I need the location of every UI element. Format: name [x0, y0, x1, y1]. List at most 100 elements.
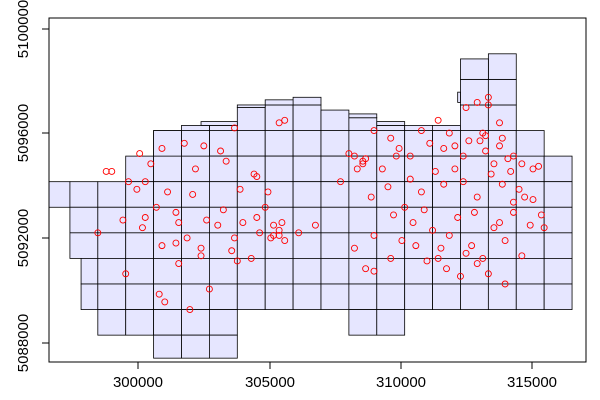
data-point — [457, 272, 464, 280]
grid-cell — [404, 155, 433, 183]
data-point — [387, 254, 395, 262]
data-point — [236, 185, 244, 193]
data-point — [459, 178, 467, 186]
data-point — [426, 139, 434, 147]
y-tick-label-2: 5096000 — [15, 104, 32, 162]
data-point — [473, 98, 481, 106]
grid-cell — [264, 206, 294, 234]
data-point — [445, 129, 453, 137]
data-point — [484, 101, 492, 109]
x-tick-label-1: 305000 — [245, 374, 295, 391]
data-point — [412, 242, 420, 250]
grid-cell — [404, 283, 433, 310]
grid-cell — [80, 258, 99, 285]
grid-cell — [125, 232, 155, 259]
data-point — [451, 165, 459, 173]
grid-cell — [292, 181, 322, 208]
data-point — [529, 165, 537, 173]
data-point — [133, 185, 141, 193]
grid-cell — [515, 283, 545, 310]
data-point — [158, 144, 166, 152]
grid-cell — [181, 334, 210, 359]
data-point — [203, 216, 211, 224]
data-point — [510, 208, 517, 216]
data-point — [529, 196, 537, 204]
data-point — [496, 219, 503, 227]
grid-cell — [404, 181, 433, 208]
grid-cell — [404, 232, 433, 259]
data-point — [406, 152, 414, 160]
data-point — [462, 249, 470, 257]
grid-cell — [236, 181, 266, 208]
data-point — [473, 193, 481, 201]
grid-cell — [376, 309, 406, 336]
data-point — [228, 247, 236, 255]
grid-cell — [292, 206, 322, 234]
data-point — [504, 155, 512, 163]
data-point — [264, 188, 272, 196]
data-point — [233, 257, 241, 265]
data-point — [537, 211, 545, 219]
data-point — [370, 231, 378, 239]
grid-cell — [153, 155, 182, 183]
data-point — [275, 226, 283, 234]
grid-cell — [209, 334, 238, 359]
grid-cell — [125, 258, 155, 285]
grid-cell — [181, 283, 210, 310]
grid-cell — [264, 130, 294, 157]
data-point — [217, 147, 225, 155]
data-point — [395, 144, 403, 152]
data-point — [387, 134, 395, 142]
grid-cell — [404, 258, 433, 285]
grid-cell — [515, 206, 545, 234]
grid-cell — [432, 125, 461, 131]
data-point — [473, 260, 481, 267]
data-point — [295, 229, 303, 237]
grid-cell — [320, 206, 350, 234]
grid-cell — [236, 232, 266, 259]
data-point — [351, 244, 358, 252]
data-point — [278, 219, 286, 227]
data-point — [108, 168, 116, 175]
grid-cell — [320, 232, 350, 259]
data-point — [119, 216, 127, 224]
data-point — [518, 160, 526, 168]
data-point — [431, 168, 439, 175]
data-point — [205, 285, 213, 293]
data-point — [384, 183, 392, 191]
grid-cell — [153, 130, 182, 157]
data-point — [443, 265, 450, 273]
grid-cell — [460, 58, 489, 80]
grid-cell — [209, 232, 238, 259]
x-tick-label-3: 315000 — [507, 374, 557, 391]
grid-cell — [543, 206, 573, 234]
data-point — [515, 185, 523, 193]
grid-cell — [487, 283, 517, 310]
grid-cell — [487, 78, 517, 106]
data-point — [275, 231, 283, 239]
grid-cell — [200, 121, 238, 126]
grid-cell — [376, 130, 406, 157]
grid-cell — [320, 258, 350, 285]
grid-cell — [376, 206, 406, 234]
data-point — [175, 260, 183, 267]
grid-cell — [97, 232, 127, 259]
data-point — [247, 254, 255, 262]
grid-cell — [125, 283, 155, 310]
grid-cell — [209, 206, 238, 234]
grid-cell — [209, 181, 238, 208]
grid-cell — [209, 283, 238, 310]
grid-cell — [292, 96, 322, 106]
data-point — [440, 180, 448, 188]
data-point — [465, 137, 473, 145]
grid-cell — [264, 104, 294, 131]
data-points-layer — [94, 93, 548, 314]
grid-cell — [460, 104, 489, 131]
data-point — [451, 142, 459, 150]
data-point — [359, 160, 367, 168]
data-point — [175, 219, 183, 227]
grid-cell — [236, 130, 266, 157]
grid-cell — [487, 104, 517, 131]
grid-cell — [236, 283, 266, 310]
data-point — [136, 150, 144, 158]
